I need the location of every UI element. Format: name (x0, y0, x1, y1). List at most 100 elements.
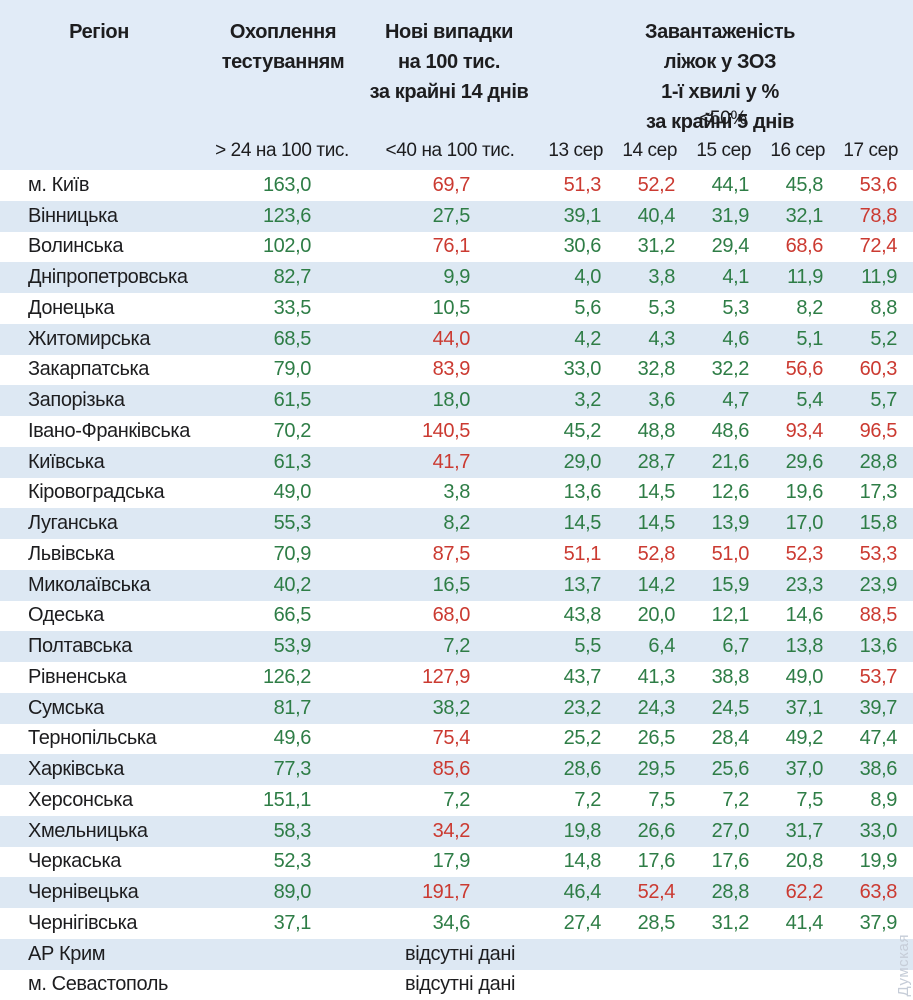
new-cases-value: 85,6 (432, 758, 471, 781)
bed-occupancy-value: 93,4 (785, 419, 824, 442)
region-name: Черкаська (28, 850, 122, 873)
bed-occupancy-value: 41,4 (785, 911, 824, 934)
bed-occupancy-value: 5,3 (648, 296, 675, 319)
bed-occupancy-value: 3,6 (648, 389, 675, 412)
bed-occupancy-value: 28,6 (563, 758, 602, 781)
new-cases-value: 3,8 (443, 481, 470, 504)
bed-occupancy-value: 46,4 (563, 881, 602, 904)
new-cases-value: 8,2 (443, 512, 470, 535)
date-header-15-aug: 15 сер (696, 140, 751, 161)
bed-occupancy-value: 14,8 (563, 850, 602, 873)
bed-occupancy-value: 19,6 (785, 481, 824, 504)
bed-occupancy-value: 5,7 (870, 389, 897, 412)
testing-value: 61,3 (273, 450, 312, 473)
bed-occupancy-value: 12,1 (711, 604, 750, 627)
bed-occupancy-value: 48,6 (711, 419, 750, 442)
bed-occupancy-value: 29,0 (563, 450, 602, 473)
new-cases-value: 38,2 (432, 696, 471, 719)
testing-threshold-label: > 24 на 100 тис. (215, 140, 349, 161)
bed-occupancy-value: 12,6 (711, 481, 750, 504)
bed-occupancy-value: 51,0 (711, 542, 750, 565)
bed-occupancy-column-header: Завантаженість ліжок у ЗОЗ 1-ї хвилі у %… (644, 21, 796, 133)
bed-occupancy-value: 53,7 (859, 665, 898, 688)
new-cases-value: 140,5 (421, 419, 470, 442)
region-name: Рівненська (28, 665, 127, 688)
bed-occupancy-value: 31,7 (785, 819, 824, 842)
table-row: Закарпатська 79,0 83,9 33,0 32,8 32,2 56,6 60,3 (0, 354, 913, 386)
bed-occupancy-value: 4,6 (722, 327, 749, 350)
new-cases-value: 83,9 (432, 358, 471, 381)
region-name: Чернівецька (28, 881, 139, 904)
table-row: Чернівецька 89,0 191,7 46,4 52,4 28,8 62,2 63,8 (0, 877, 913, 908)
table-row: АР Крим відсутні дані (0, 938, 913, 970)
testing-value: 37,1 (273, 911, 312, 934)
table-row: Чернігівська 37,1 34,6 27,4 28,5 31,2 41,4 37,9 (0, 908, 913, 939)
new-cases-value: 27,5 (432, 204, 471, 227)
table-row: Черкаська 52,3 17,9 14,8 17,6 17,6 20,8 19,9 (0, 846, 913, 878)
bed-occupancy-value: 7,2 (574, 788, 601, 811)
testing-value: 33,5 (273, 296, 312, 319)
bed-occupancy-value: 15,8 (859, 512, 898, 535)
bed-occupancy-value: 25,6 (711, 758, 750, 781)
testing-value: 55,3 (273, 512, 312, 535)
testing-value: 81,7 (273, 696, 312, 719)
new-cases-value: 75,4 (432, 727, 471, 750)
bed-occupancy-value: 40,4 (637, 204, 676, 227)
bed-occupancy-value: 20,8 (785, 850, 824, 873)
region-name: Вінницька (28, 204, 118, 227)
table-row: Полтавська 53,9 7,2 5,5 6,4 6,7 13,8 13,6 (0, 631, 913, 662)
bed-occupancy-value: 60,3 (859, 358, 898, 381)
bed-occupancy-value: 4,1 (722, 266, 749, 289)
no-data-label: відсутні дані (404, 942, 516, 965)
bed-occupancy-value: 17,6 (711, 850, 750, 873)
region-name: Тернопільська (28, 727, 157, 750)
bed-occupancy-value: 88,5 (859, 604, 898, 627)
bed-occupancy-value: 31,2 (637, 235, 676, 258)
region-name: Запорізька (28, 389, 125, 412)
table-row: Дніпропетровська 82,7 9,9 4,0 3,8 4,1 11,9 11,9 (0, 262, 913, 293)
bed-occupancy-value: 29,6 (785, 450, 824, 473)
bed-occupancy-value: 43,7 (563, 665, 602, 688)
new-cases-value: 44,0 (432, 327, 471, 350)
bed-occupancy-value: 13,6 (859, 635, 898, 658)
bed-occupancy-value: 31,2 (711, 911, 750, 934)
date-header-14-aug: 14 сер (622, 140, 677, 161)
bed-occupancy-value: 37,9 (859, 911, 898, 934)
bed-occupancy-value: 4,7 (722, 389, 749, 412)
bed-occupancy-value: 53,6 (859, 173, 898, 196)
bed-occupancy-value: 27,0 (711, 819, 750, 842)
bed-occupancy-value: 8,9 (870, 788, 897, 811)
region-name: Чернігівська (28, 911, 138, 934)
testing-value: 66,5 (273, 604, 312, 627)
region-name: Житомирська (28, 327, 151, 350)
region-name: Донецька (28, 296, 115, 319)
bed-occupancy-value: 14,5 (637, 512, 676, 535)
bed-occupancy-value: 28,8 (859, 450, 898, 473)
bed-occupancy-value: 5,2 (870, 327, 897, 350)
bed-occupancy-value: 45,8 (785, 173, 824, 196)
bed-occupancy-value: 29,4 (711, 235, 750, 258)
bed-occupancy-value: 44,1 (711, 173, 750, 196)
region-name: Дніпропетровська (28, 266, 188, 289)
table-row: Донецька 33,5 10,5 5,6 5,3 5,3 8,2 8,8 (0, 293, 913, 324)
testing-value: 89,0 (273, 881, 312, 904)
region-name: Київська (28, 450, 105, 473)
new-cases-value: 7,2 (443, 788, 470, 811)
table-row: Київська 61,3 41,7 29,0 28,7 21,6 29,6 28,8 (0, 446, 913, 478)
testing-value: 126,2 (262, 665, 311, 688)
new-cases-value: 16,5 (432, 573, 471, 596)
bed-occupancy-value: 13,6 (563, 481, 602, 504)
testing-value: 40,2 (273, 573, 312, 596)
region-name: Луганська (28, 512, 118, 535)
bed-occupancy-value: 51,3 (563, 173, 602, 196)
new-cases-value: 76,1 (432, 235, 471, 258)
new-cases-threshold-label: <40 на 100 тис. (385, 140, 515, 161)
bed-occupancy-value: 29,5 (637, 758, 676, 781)
bed-occupancy-value: 14,2 (637, 573, 676, 596)
testing-value: 49,6 (273, 727, 312, 750)
table-row: Львівська 70,9 87,5 51,1 52,8 51,0 52,3 53,3 (0, 539, 913, 570)
table-row: Луганська 55,3 8,2 14,5 14,5 13,9 17,0 15,8 (0, 508, 913, 539)
new-cases-value: 9,9 (443, 266, 470, 289)
bed-occupancy-value: 11,9 (861, 266, 897, 289)
bed-occupancy-value: 15,9 (711, 573, 750, 596)
